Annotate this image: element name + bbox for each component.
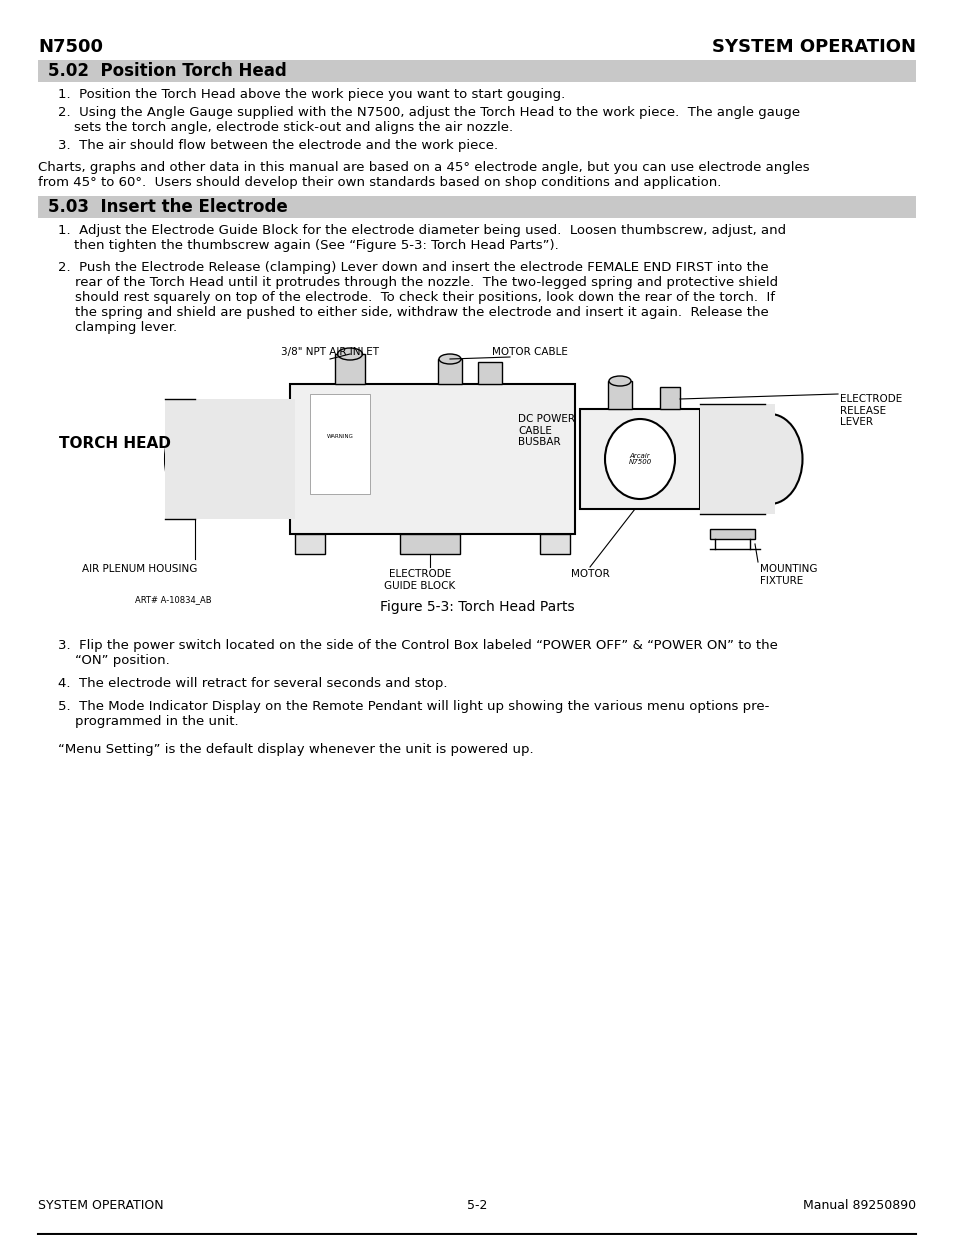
- Text: 5.  The Mode Indicator Display on the Remote Pendant will light up showing the v: 5. The Mode Indicator Display on the Rem…: [58, 700, 768, 713]
- Text: SYSTEM OPERATION: SYSTEM OPERATION: [711, 38, 915, 56]
- FancyBboxPatch shape: [294, 534, 325, 555]
- FancyBboxPatch shape: [539, 534, 569, 555]
- Ellipse shape: [337, 348, 362, 359]
- Text: DC POWER
CABLE
BUSBAR: DC POWER CABLE BUSBAR: [517, 414, 575, 447]
- Text: MOUNTING
FIXTURE: MOUNTING FIXTURE: [760, 564, 817, 585]
- Text: 3/8" NPT AIR INLET: 3/8" NPT AIR INLET: [281, 347, 378, 357]
- FancyBboxPatch shape: [290, 384, 575, 534]
- Text: 1.  Adjust the Electrode Guide Block for the electrode diameter being used.  Loo: 1. Adjust the Electrode Guide Block for …: [58, 224, 785, 237]
- Text: should rest squarely on top of the electrode.  To check their positions, look do: should rest squarely on top of the elect…: [58, 291, 774, 304]
- FancyBboxPatch shape: [335, 354, 365, 384]
- Text: 4.  The electrode will retract for several seconds and stop.: 4. The electrode will retract for severa…: [58, 677, 447, 690]
- Text: Arcair
N7500: Arcair N7500: [628, 452, 651, 466]
- Text: ELECTRODE
RELEASE
LEVER: ELECTRODE RELEASE LEVER: [840, 394, 902, 427]
- Text: MOTOR: MOTOR: [570, 569, 609, 579]
- FancyBboxPatch shape: [700, 404, 774, 514]
- FancyBboxPatch shape: [165, 399, 294, 519]
- Text: 3.  Flip the power switch located on the side of the Control Box labeled “POWER : 3. Flip the power switch located on the …: [58, 638, 777, 652]
- FancyBboxPatch shape: [607, 382, 631, 409]
- Ellipse shape: [165, 409, 225, 509]
- Text: 5.03  Insert the Electrode: 5.03 Insert the Electrode: [48, 198, 288, 216]
- Text: N7500: N7500: [38, 38, 103, 56]
- Text: then tighten the thumbscrew again (See “Figure 5-3: Torch Head Parts”).: then tighten the thumbscrew again (See “…: [74, 240, 558, 252]
- FancyBboxPatch shape: [659, 387, 679, 409]
- Text: ART# A-10834_AB: ART# A-10834_AB: [135, 595, 212, 604]
- Text: MOTOR CABLE: MOTOR CABLE: [492, 347, 567, 357]
- Ellipse shape: [608, 375, 630, 387]
- Text: WARNING: WARNING: [326, 433, 353, 438]
- Text: 1.  Position the Torch Head above the work piece you want to start gouging.: 1. Position the Torch Head above the wor…: [58, 88, 565, 101]
- Text: Charts, graphs and other data in this manual are based on a 45° electrode angle,: Charts, graphs and other data in this ma…: [38, 161, 809, 174]
- FancyBboxPatch shape: [38, 61, 915, 82]
- Text: 3.  The air should flow between the electrode and the work piece.: 3. The air should flow between the elect…: [58, 140, 497, 152]
- Ellipse shape: [438, 354, 460, 364]
- Text: SYSTEM OPERATION: SYSTEM OPERATION: [38, 1199, 164, 1212]
- FancyBboxPatch shape: [310, 394, 370, 494]
- Text: “Menu Setting” is the default display whenever the unit is powered up.: “Menu Setting” is the default display wh…: [58, 743, 533, 756]
- FancyBboxPatch shape: [477, 362, 501, 384]
- Text: AIR PLENUM HOUSING: AIR PLENUM HOUSING: [82, 564, 197, 574]
- Text: clamping lever.: clamping lever.: [58, 321, 177, 333]
- FancyBboxPatch shape: [709, 529, 754, 538]
- Text: Manual 89250890: Manual 89250890: [802, 1199, 915, 1212]
- Text: TORCH HEAD: TORCH HEAD: [59, 436, 171, 452]
- Text: rear of the Torch Head until it protrudes through the nozzle.  The two-legged sp: rear of the Torch Head until it protrude…: [58, 275, 778, 289]
- Text: “ON” position.: “ON” position.: [58, 655, 170, 667]
- Ellipse shape: [737, 414, 801, 504]
- Text: 5.02  Position Torch Head: 5.02 Position Torch Head: [48, 62, 287, 80]
- FancyBboxPatch shape: [437, 359, 461, 384]
- Text: the spring and shield are pushed to either side, withdraw the electrode and inse: the spring and shield are pushed to eith…: [58, 306, 768, 319]
- Text: 5-2: 5-2: [466, 1199, 487, 1212]
- Text: 2.  Using the Angle Gauge supplied with the N7500, adjust the Torch Head to the : 2. Using the Angle Gauge supplied with t…: [58, 106, 800, 119]
- Text: Figure 5-3: Torch Head Parts: Figure 5-3: Torch Head Parts: [379, 600, 574, 614]
- FancyBboxPatch shape: [399, 534, 459, 555]
- Text: programmed in the unit.: programmed in the unit.: [58, 715, 238, 727]
- FancyBboxPatch shape: [579, 409, 700, 509]
- Text: from 45° to 60°.  Users should develop their own standards based on shop conditi: from 45° to 60°. Users should develop th…: [38, 177, 720, 189]
- Text: 2.  Push the Electrode Release (clamping) Lever down and insert the electrode FE: 2. Push the Electrode Release (clamping)…: [58, 261, 768, 274]
- Text: ELECTRODE
GUIDE BLOCK: ELECTRODE GUIDE BLOCK: [384, 569, 456, 590]
- FancyBboxPatch shape: [38, 196, 915, 219]
- Text: sets the torch angle, electrode stick-out and aligns the air nozzle.: sets the torch angle, electrode stick-ou…: [74, 121, 513, 135]
- Ellipse shape: [604, 419, 675, 499]
